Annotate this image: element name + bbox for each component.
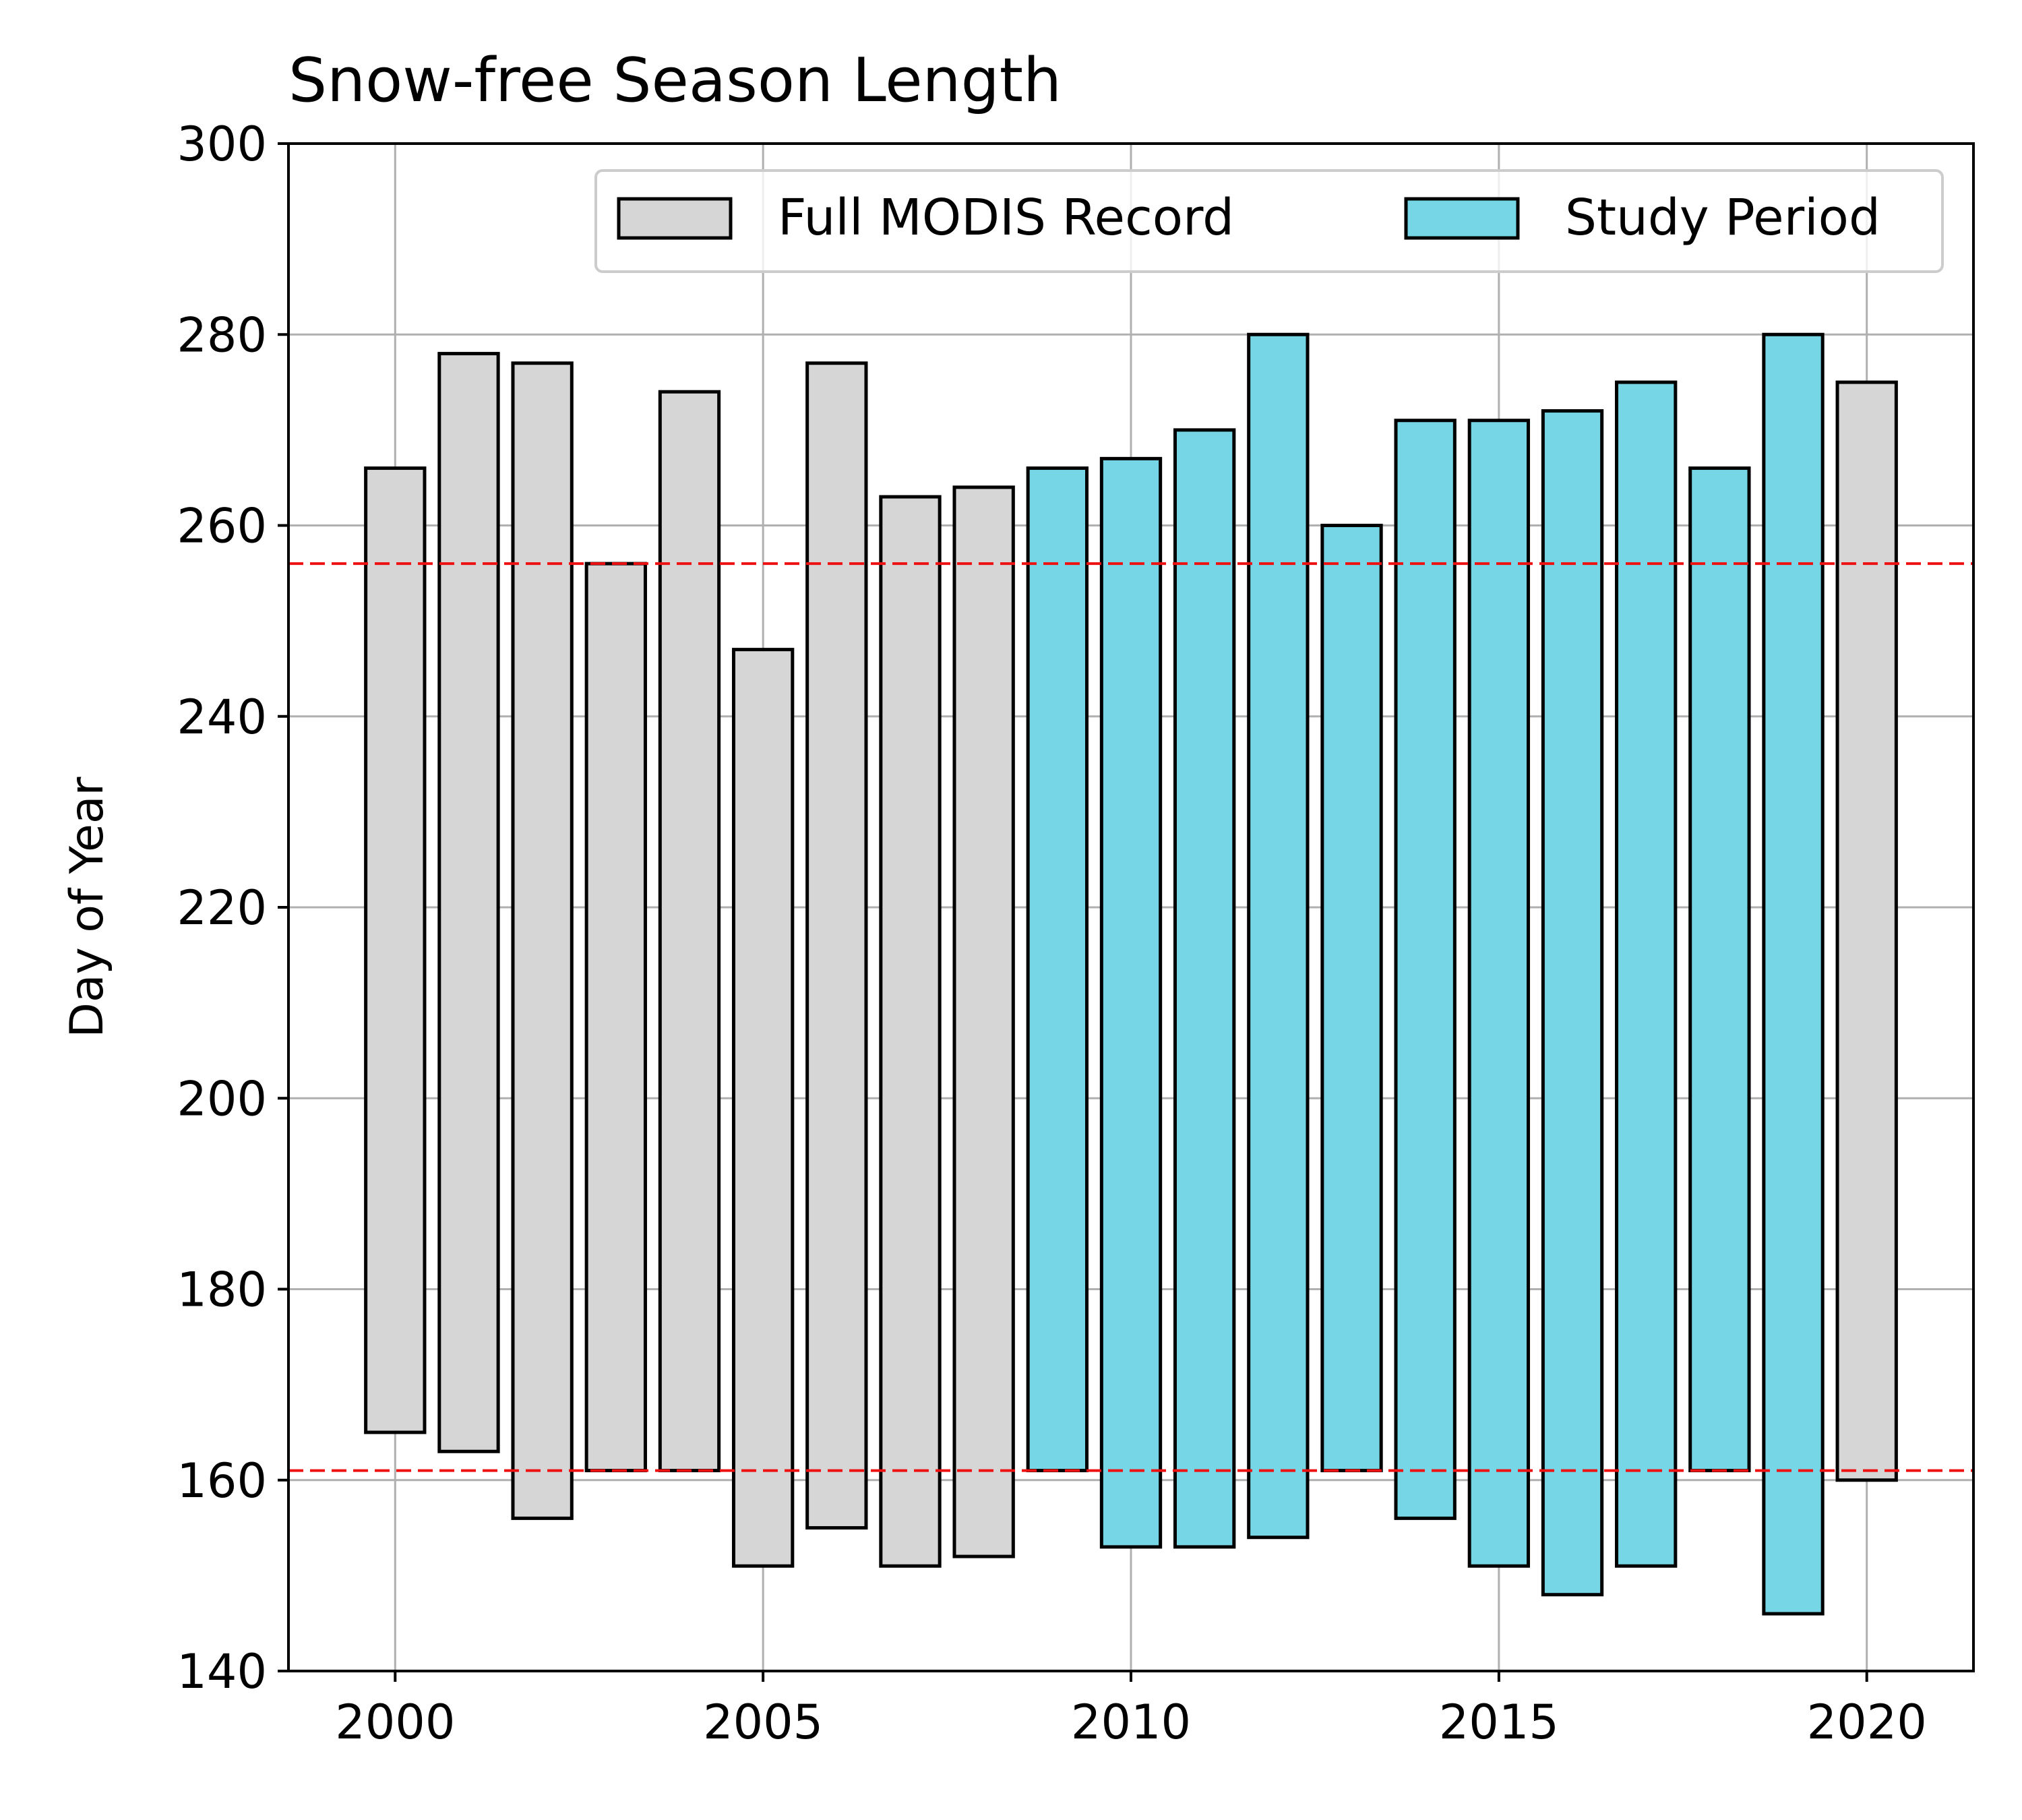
x-tick-label: 2005 bbox=[703, 1695, 823, 1750]
bar-study-2009 bbox=[1026, 466, 1089, 1473]
bar-full-2000 bbox=[364, 466, 427, 1434]
bars bbox=[364, 332, 1898, 1616]
bar-full-2001 bbox=[437, 352, 500, 1453]
y-tick-label: 260 bbox=[177, 499, 267, 554]
y-tick-label: 140 bbox=[177, 1644, 267, 1699]
bar-full-2020 bbox=[1835, 380, 1898, 1482]
x-tick-label: 2015 bbox=[1439, 1695, 1559, 1750]
x-tick-label: 2020 bbox=[1807, 1695, 1927, 1750]
bar-study-2010 bbox=[1099, 456, 1163, 1549]
bar-study-2017 bbox=[1615, 380, 1678, 1568]
y-tick-label: 240 bbox=[177, 690, 267, 745]
y-axis-label: Day of Year bbox=[61, 777, 114, 1037]
y-tick-label: 200 bbox=[177, 1071, 267, 1126]
chart-title: Snow-free Season Length bbox=[288, 45, 1062, 116]
legend-swatch-full bbox=[617, 197, 733, 240]
bar-study-2014 bbox=[1394, 419, 1457, 1520]
legend-swatch-study bbox=[1404, 197, 1520, 240]
y-tick-label: 160 bbox=[177, 1453, 267, 1509]
bar-study-2013 bbox=[1320, 524, 1383, 1473]
bar-study-2018 bbox=[1688, 466, 1751, 1473]
bar-full-2006 bbox=[805, 361, 868, 1530]
y-tick-label: 180 bbox=[177, 1263, 267, 1318]
reference-lines bbox=[288, 562, 1973, 1472]
legend: Full MODIS Record Study Period bbox=[594, 169, 1944, 273]
legend-frame bbox=[594, 169, 1944, 273]
bar-study-2019 bbox=[1762, 332, 1825, 1616]
x-tick-label: 2000 bbox=[335, 1695, 455, 1750]
bar-full-2007 bbox=[879, 495, 942, 1568]
y-tick-label: 280 bbox=[177, 307, 267, 363]
bar-full-2003 bbox=[584, 562, 647, 1473]
bar-full-2002 bbox=[511, 361, 574, 1520]
bar-study-2015 bbox=[1467, 419, 1531, 1568]
bar-full-2005 bbox=[731, 648, 795, 1568]
legend-label-study: Study Period bbox=[1565, 189, 1880, 247]
legend-label-full: Full MODIS Record bbox=[778, 189, 1234, 247]
bar-study-2011 bbox=[1173, 428, 1236, 1549]
bar-study-2012 bbox=[1247, 332, 1310, 1540]
y-tick-label: 220 bbox=[177, 880, 267, 936]
y-tick-label: 300 bbox=[177, 117, 267, 172]
axis-ticks: 2000 2005 2010 2015 2020 140 160 180 200 220 240 26… bbox=[177, 117, 1926, 1750]
x-tick-label: 2010 bbox=[1071, 1695, 1191, 1750]
bar-full-2008 bbox=[952, 485, 1015, 1558]
bar-full-2004 bbox=[658, 390, 721, 1473]
bar-study-2016 bbox=[1541, 409, 1604, 1597]
